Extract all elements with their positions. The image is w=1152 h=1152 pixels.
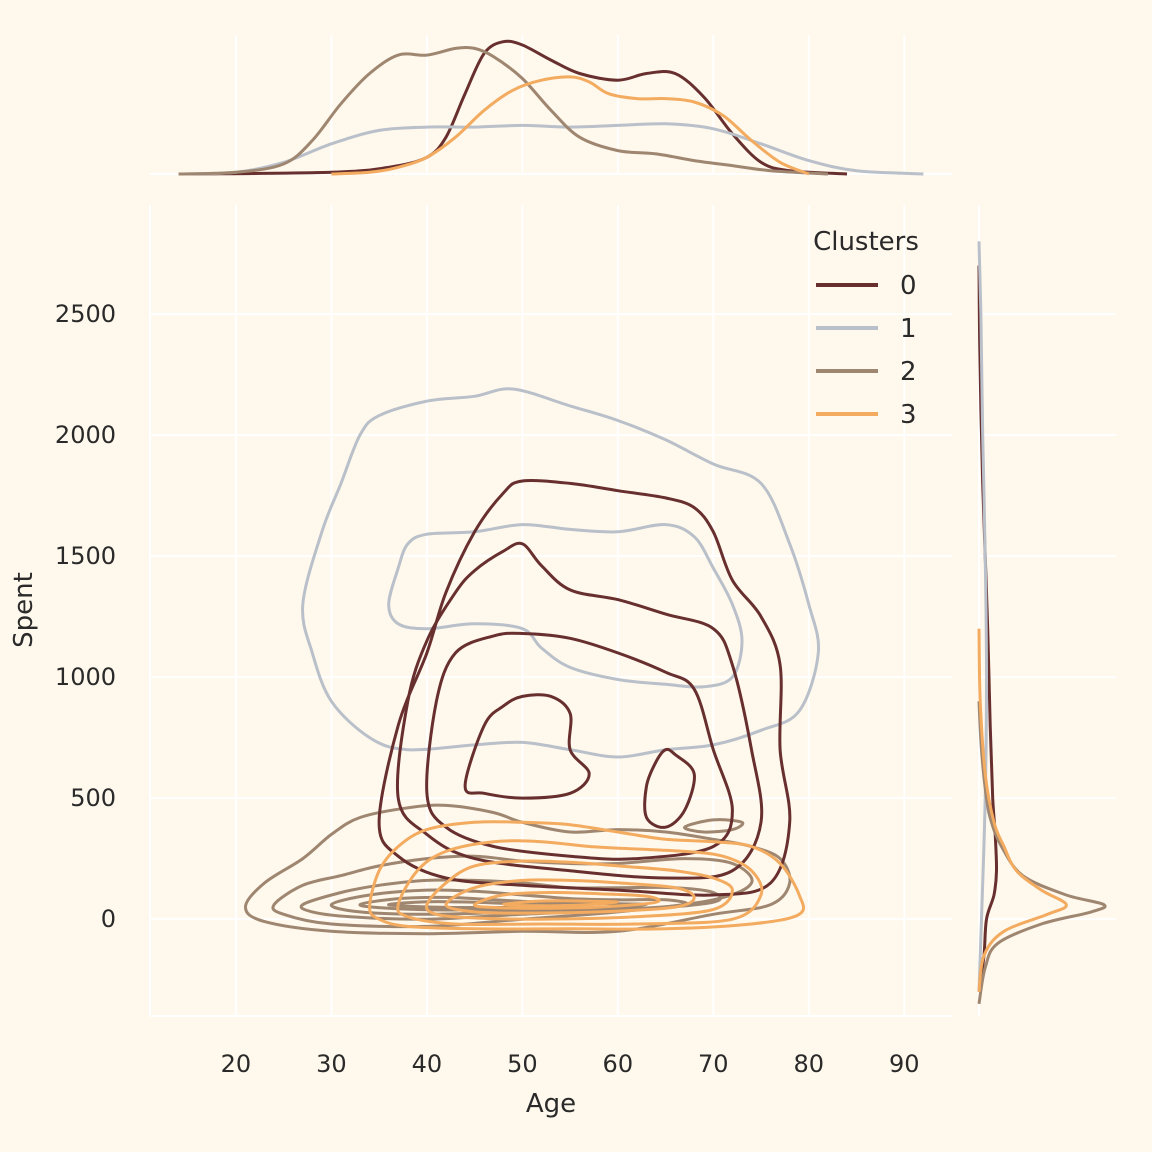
x-density-cluster-3 (331, 75, 810, 176)
x-tick-label: 60 (603, 1050, 634, 1078)
legend-label-2: 2 (900, 357, 917, 387)
x-axis-title: Age (526, 1089, 576, 1119)
grid-layer (149, 35, 1116, 1017)
contour-cluster-3-level-5 (501, 899, 620, 908)
y-tick-label: 2000 (55, 421, 116, 449)
y-tick-label: 0 (101, 905, 116, 933)
y-axis-title: Spent (9, 572, 39, 648)
contour-cluster-1-level-1 (387, 523, 744, 689)
x-tick-label: 40 (412, 1050, 443, 1078)
contour-cluster-0-level-3 (463, 693, 591, 800)
series-3-contours (368, 820, 806, 931)
contour-cluster-3-level-4 (473, 890, 661, 910)
contour-cluster-1-level-0 (301, 387, 821, 759)
contour-cluster-0-level-1 (396, 541, 764, 880)
y-density-cluster-1 (977, 241, 989, 992)
y-tick-label: 500 (70, 784, 116, 812)
contour-cluster-3-level-3 (444, 878, 696, 915)
y-tick-label: 2500 (55, 300, 116, 328)
contour-cluster-0-level-4 (643, 747, 696, 829)
contour-cluster-2-level-6 (683, 818, 745, 834)
x-density-cluster-1 (178, 122, 924, 176)
series-1-contours (301, 387, 821, 759)
x-tick-label: 50 (507, 1050, 538, 1078)
x-density-cluster-2 (178, 45, 828, 176)
legend-title: Clusters (813, 227, 919, 257)
legend-label-0: 0 (900, 271, 917, 301)
x-tick-label: 90 (889, 1050, 920, 1078)
contour-cluster-2-level-0 (244, 803, 792, 936)
series-0-contours (377, 478, 792, 897)
contour-cluster-3-level-2 (425, 859, 734, 921)
contour-cluster-3-level-0 (368, 820, 806, 931)
y-tick-label: 1500 (55, 542, 116, 570)
y-density-cluster-3 (977, 628, 1068, 992)
contour-cluster-3-level-1 (396, 839, 764, 927)
legend: Clusters 0 1 2 3 (813, 227, 919, 430)
legend-label-1: 1 (900, 314, 917, 344)
x-tick-label: 70 (698, 1050, 729, 1078)
contour-cluster-0-level-0 (377, 478, 792, 897)
contour-cluster-0-level-2 (425, 631, 734, 861)
y-tick-label: 1000 (55, 663, 116, 691)
top-marginal-density (178, 39, 924, 176)
kde-contour-layer (244, 387, 821, 936)
legend-items: 0 1 2 3 (816, 271, 917, 430)
x-tick-label: 30 (316, 1050, 347, 1078)
right-marginal-density (977, 241, 1107, 1005)
y-density-cluster-2 (977, 701, 1107, 1005)
legend-label-3: 3 (900, 400, 917, 430)
contour-cluster-2-level-2 (299, 878, 723, 921)
x-tick-label: 20 (221, 1050, 252, 1078)
tick-labels: 20 30 40 50 60 70 80 90 0 500 1000 1500 2000 2500 (55, 300, 920, 1078)
x-tick-label: 80 (794, 1050, 825, 1078)
